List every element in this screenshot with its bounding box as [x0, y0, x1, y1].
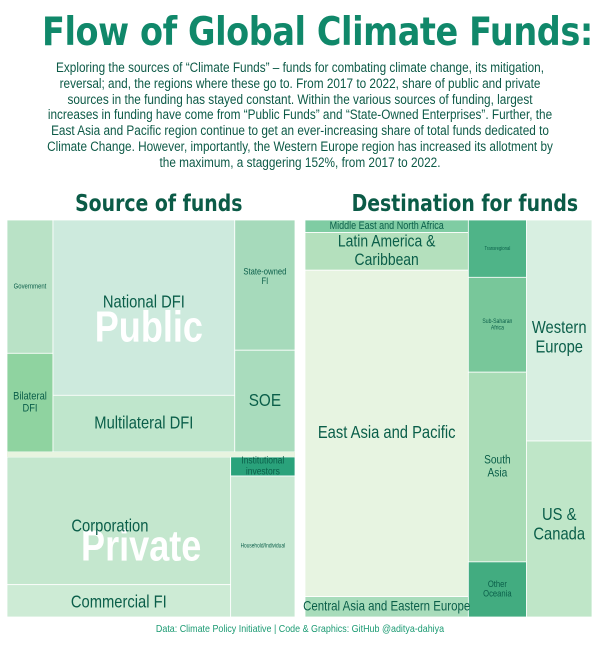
source-group-divider	[7, 451, 295, 457]
page-description: Exploring the sources of “Climate Funds”…	[47, 60, 553, 170]
source-label-commercial-fi: Commercial FI	[71, 592, 167, 612]
destination-tile-south-asia	[467, 371, 527, 563]
destination-label-us-canada: US & Canada	[533, 505, 585, 544]
footer-credits: Data: Climate Policy Initiative | Code &…	[155, 623, 445, 635]
destination-chart-title: Destination for funds	[351, 191, 579, 217]
source-label-household-individual: Household/Individual	[241, 543, 285, 550]
destination-label-central-asia-and-eastern-europe: Central Asia and Eastern Europe	[303, 597, 470, 613]
destination-tile-transregional	[467, 219, 527, 278]
source-group-label-public: Public	[95, 302, 203, 351]
destination-tile-sub-saharan-africa	[467, 276, 527, 373]
destination-label-latin-america-caribbean: Latin America & Caribbean	[338, 232, 436, 269]
destination-label-western-europe: Western Europe	[532, 318, 587, 357]
source-tile-state-owned-fi	[234, 219, 296, 351]
page-title: Flow of Global Climate Funds: 2017	[42, 10, 600, 55]
destination-label-east-asia-and-pacific: East Asia and Pacific	[318, 423, 456, 443]
source-label-corporation: Corporation	[71, 516, 148, 536]
destination-tile-western-europe	[526, 219, 593, 442]
source-tile-bilateral-dfi	[6, 352, 54, 453]
destination-tile-us-canada	[526, 440, 593, 618]
source-label-institutional-investors: Institutional investors	[241, 455, 284, 477]
source-label-state-owned-fi: State-owned FI	[243, 266, 286, 286]
destination-label-other-oceania: Other Oceania	[483, 578, 512, 598]
source-label-bilateral-dfi: Bilateral DFI	[13, 391, 47, 415]
source-label-national-dfi: National DFI	[103, 292, 185, 312]
destination-tile-east-asia-and-pacific	[304, 269, 469, 598]
destination-label-transregional: Transregional	[485, 246, 511, 251]
destination-label-middle-east-and-north-africa: Middle East and North Africa	[330, 220, 445, 232]
source-tile-commercial-fi	[6, 584, 232, 618]
source-tile-government	[6, 219, 54, 354]
source-label-government: Government	[14, 283, 47, 291]
destination-label-sub-saharan-africa: Sub-Saharan Africa	[482, 319, 512, 332]
source-tile-household-individual	[230, 475, 296, 618]
source-label-soe: SOE	[249, 390, 281, 410]
source-tile-national-dfi	[52, 219, 236, 396]
source-chart-title: Source of funds	[75, 191, 243, 217]
source-tile-soe	[234, 349, 296, 453]
source-group-label-private: Private	[81, 521, 201, 570]
destination-label-south-asia: South Asia	[484, 454, 511, 480]
destination-tile-other-oceania	[467, 561, 527, 618]
source-label-multilateral-dfi: Multilateral DFI	[94, 413, 193, 433]
